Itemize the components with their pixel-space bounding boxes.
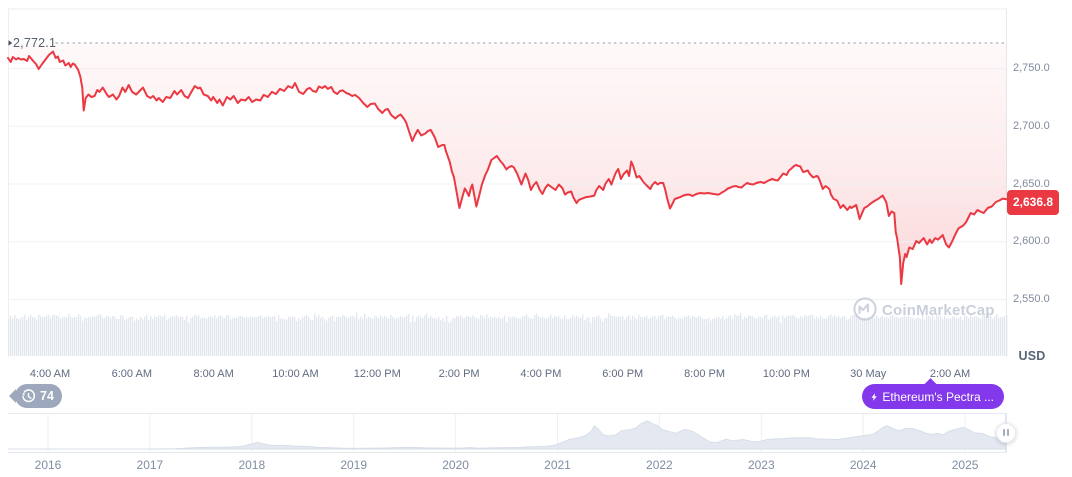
navigator-area [8, 420, 1007, 450]
navigator-year-label: 2023 [747, 458, 775, 472]
navigator-handle[interactable] [996, 422, 1016, 443]
gridlines [8, 68, 1007, 300]
navigator-year-label: 2017 [136, 458, 164, 472]
news-annotation-badge[interactable]: Ethereum's Pectra ... [862, 378, 1004, 409]
navigator-year-label: 2025 [951, 458, 979, 472]
x-axis-tick-label: 10:00 PM [762, 368, 810, 380]
navigator-year-label: 2024 [849, 458, 877, 472]
handle-grip-bar [1007, 428, 1010, 437]
high-price-label: 2,772.1 [13, 36, 57, 50]
news-badge-label: Ethereum's Pectra ... [882, 389, 994, 404]
x-axis-tick-label: 8:00 PM [684, 368, 726, 380]
x-axis-tick-label: 4:00 AM [29, 368, 71, 380]
y-axis-tick-label: 2,750.0 [1013, 62, 1050, 74]
price-area-fill [8, 43, 1007, 284]
navigator-year-label: 2019 [340, 458, 368, 472]
lightning-icon [871, 392, 877, 401]
x-axis-tick-label: 4:00 PM [520, 368, 562, 380]
x-axis-tick-label: 2:00 PM [438, 368, 480, 380]
x-axis-tick-label: 2:00 AM [929, 368, 971, 380]
watchers-count: 74 [40, 389, 54, 403]
y-axis-tick-label: 2,550.0 [1013, 293, 1050, 305]
x-axis-tick-label: 30 May [850, 368, 887, 380]
watchers-badge-pointer [8, 389, 16, 403]
x-axis-tick-label: 12:00 PM [353, 368, 401, 380]
x-axis-tick-label: 8:00 AM [193, 368, 234, 380]
watchers-badge[interactable]: 74 [8, 384, 62, 408]
high-dotted-line [8, 40, 1007, 46]
history-clock-icon [22, 388, 36, 402]
navigator-year-label: 2016 [34, 458, 62, 472]
y-axis-tick-label: 2,650.0 [1013, 177, 1050, 190]
navigator-timeline[interactable] [8, 413, 1007, 453]
currency-unit-label: USD [1018, 348, 1046, 363]
high-marker-icon [8, 40, 13, 46]
watermark-text: CoinMarketCap [882, 301, 995, 319]
x-axis-tick-label: 10:00 AM [272, 368, 319, 380]
watermark-logo [853, 297, 877, 321]
x-axis-tick-label: 6:00 AM [111, 368, 152, 380]
handle-grip-bar [1002, 428, 1005, 437]
navigator-year-label: 2022 [646, 458, 673, 472]
navigator-year-label: 2020 [442, 458, 469, 472]
navigator-year-label: 2018 [238, 458, 266, 472]
y-axis-tick-label: 2,600.0 [1013, 235, 1050, 248]
price-line [7, 50, 1008, 285]
y-axis-tick-label: 2,700.0 [1013, 119, 1050, 132]
volume-bars [8, 312, 1008, 356]
current-price-tag: 2,636.8 [1007, 189, 1059, 215]
navigator-year-label: 2021 [544, 458, 571, 472]
x-axis-tick-label: 6:00 PM [602, 368, 644, 380]
